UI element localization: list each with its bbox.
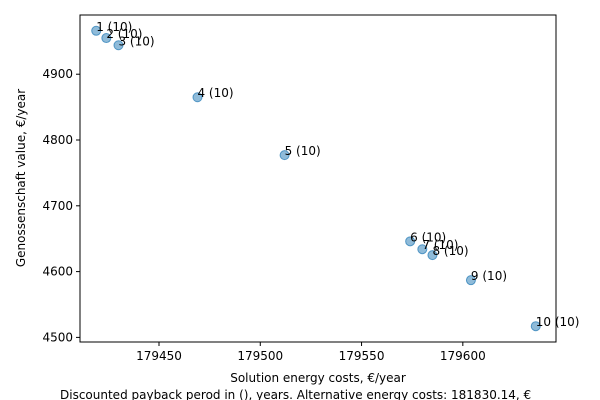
data-point (279, 150, 290, 161)
data-label: 7 (10) (422, 238, 458, 252)
y-axis-label: Genossenschaft value, €/year (14, 89, 28, 267)
y-tick-label: 4500 (42, 330, 73, 344)
data-label: 1 (10) (96, 20, 132, 34)
data-label: 4 (10) (197, 86, 233, 100)
y-tick-label: 4700 (42, 199, 73, 213)
chart-footnote: Discounted payback perod in (), years. A… (60, 388, 531, 400)
point-labels: 1 (10)2 (10)3 (10) 4 (10) 5 (10) 6 (10)7 (1… (96, 20, 579, 329)
x-tick-label: 179500 (237, 349, 283, 363)
x-tick-label: 179600 (440, 349, 486, 363)
data-label: 8 (10) (432, 244, 468, 258)
data-point (91, 25, 102, 36)
data-points (91, 25, 541, 332)
data-label: 2 (10) (106, 27, 142, 41)
x-tick-label: 179550 (339, 349, 385, 363)
data-point (530, 321, 541, 332)
y-tick-label: 4800 (42, 133, 73, 147)
data-point (417, 244, 428, 255)
data-label: 3 (10) (118, 34, 154, 48)
y-tick-label: 4600 (42, 265, 73, 279)
plot-area (79, 14, 557, 343)
x-tick-label: 179450 (136, 349, 182, 363)
data-point (101, 33, 112, 44)
y-axis: 4500 4600 4700 4800 4900 (42, 67, 80, 344)
x-axis-label: Solution energy costs, €/year (230, 371, 406, 385)
x-axis: 179450 179500 179550 179600 (136, 342, 486, 363)
data-point (427, 250, 438, 261)
y-tick-label: 4900 (42, 67, 73, 81)
data-label: 6 (10) (410, 230, 446, 244)
data-point (192, 92, 203, 103)
data-label: 9 (10) (471, 269, 507, 283)
data-point (113, 40, 124, 51)
data-label: 10 (10) (536, 315, 580, 329)
data-label: 5 (10) (285, 144, 321, 158)
data-point (465, 275, 476, 286)
data-point (405, 236, 416, 247)
